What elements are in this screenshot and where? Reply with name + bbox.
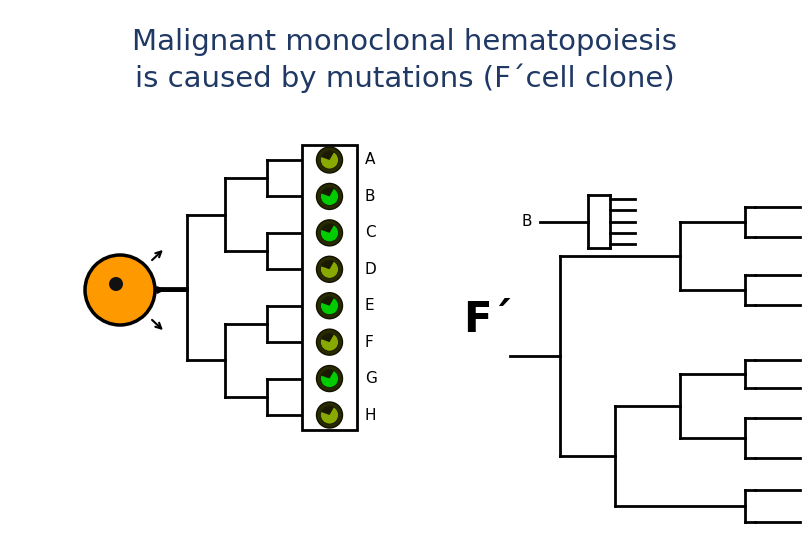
Wedge shape	[321, 296, 334, 306]
Text: E: E	[365, 298, 374, 313]
Text: B: B	[365, 189, 376, 204]
Text: H: H	[365, 408, 377, 422]
Circle shape	[321, 333, 339, 351]
Circle shape	[109, 277, 123, 291]
Text: C: C	[365, 225, 376, 240]
Text: A: A	[365, 152, 375, 167]
Wedge shape	[321, 406, 334, 415]
Circle shape	[317, 293, 343, 319]
Wedge shape	[321, 224, 334, 233]
Circle shape	[317, 220, 343, 246]
Text: F: F	[365, 335, 373, 349]
Wedge shape	[321, 151, 334, 160]
Circle shape	[85, 255, 155, 325]
Circle shape	[321, 260, 339, 278]
Text: G: G	[365, 371, 377, 386]
Bar	[302, 145, 357, 430]
Text: D: D	[365, 262, 377, 277]
Circle shape	[317, 256, 343, 282]
Wedge shape	[321, 260, 334, 269]
Circle shape	[317, 147, 343, 173]
Circle shape	[317, 184, 343, 210]
Wedge shape	[321, 369, 334, 379]
Text: F´: F´	[463, 299, 513, 341]
Wedge shape	[321, 333, 334, 342]
Wedge shape	[321, 187, 334, 197]
Circle shape	[317, 329, 343, 355]
Text: B: B	[522, 214, 532, 229]
Circle shape	[317, 402, 343, 428]
Circle shape	[321, 369, 339, 388]
Text: Malignant monoclonal hematopoiesis: Malignant monoclonal hematopoiesis	[133, 28, 677, 56]
Circle shape	[321, 151, 339, 169]
Circle shape	[321, 406, 339, 424]
Text: is caused by mutations (F´cell clone): is caused by mutations (F´cell clone)	[135, 63, 675, 93]
Circle shape	[321, 296, 339, 315]
Circle shape	[317, 366, 343, 392]
Circle shape	[321, 224, 339, 242]
Circle shape	[321, 187, 339, 205]
